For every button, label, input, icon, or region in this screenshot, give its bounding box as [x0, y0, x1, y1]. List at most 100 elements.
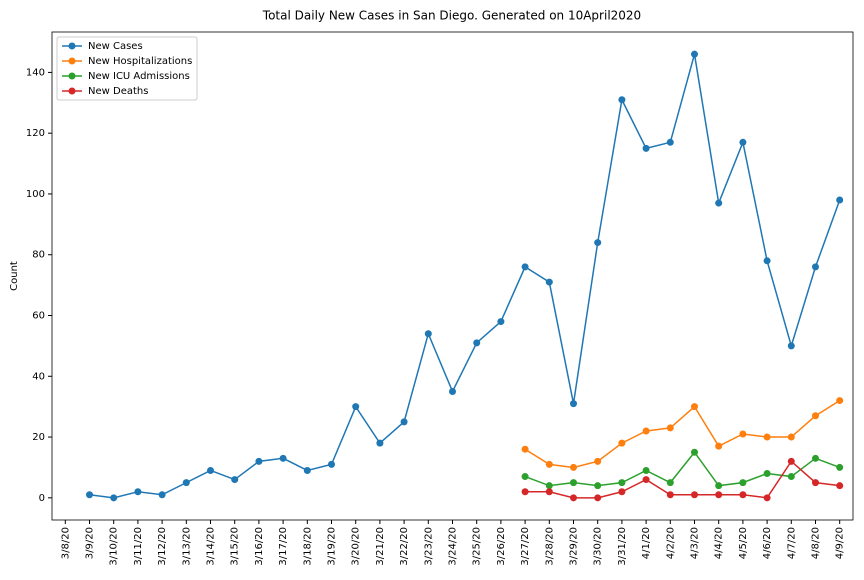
- data-point: [521, 445, 529, 453]
- data-point: [739, 138, 747, 146]
- plot-frame: [51, 31, 854, 521]
- data-point: [690, 448, 698, 456]
- data-point: [182, 479, 190, 487]
- data-point: [690, 50, 698, 58]
- x-tick-label: 4/1/20: [641, 527, 652, 559]
- data-point: [666, 479, 674, 487]
- x-tick-label: 3/29/20: [568, 527, 579, 566]
- data-point: [618, 479, 626, 487]
- y-tick-label: 80: [32, 250, 45, 261]
- data-point: [811, 412, 819, 420]
- data-point: [642, 144, 650, 152]
- data-point: [569, 463, 577, 471]
- legend-box: [56, 36, 198, 101]
- x-tick-label: 3/28/20: [544, 527, 555, 566]
- y-tick-label: 60: [32, 311, 45, 322]
- data-point: [521, 473, 529, 481]
- y-axis-label: Count: [9, 261, 20, 291]
- data-point: [497, 318, 505, 326]
- data-point: [473, 339, 481, 347]
- data-point: [594, 457, 602, 465]
- series-line: [89, 53, 841, 499]
- data-point: [449, 387, 456, 395]
- data-point: [763, 433, 771, 441]
- x-tick-label: 3/26/20: [496, 527, 507, 566]
- x-tick-label: 3/19/20: [327, 527, 338, 566]
- data-point: [690, 491, 698, 499]
- x-tick-label: 3/21/20: [375, 527, 386, 566]
- data-point: [836, 463, 844, 471]
- x-tick-label: 3/25/20: [472, 527, 483, 566]
- data-point: [255, 457, 263, 465]
- data-point: [787, 342, 795, 350]
- data-point: [739, 430, 747, 438]
- x-tick-label: 3/30/20: [593, 527, 604, 566]
- series-line: [524, 399, 841, 469]
- data-point: [279, 454, 287, 462]
- x-tick-label: 4/9/20: [835, 527, 846, 559]
- x-tick-label: 4/4/20: [714, 527, 725, 559]
- x-tick-label: 3/17/20: [278, 527, 289, 566]
- data-point: [666, 424, 674, 432]
- legend-label: New Deaths: [88, 86, 148, 97]
- data-point: [594, 482, 602, 490]
- data-point: [569, 400, 577, 408]
- legend-marker: [68, 57, 76, 65]
- data-point: [811, 454, 819, 462]
- x-tick-label: 4/5/20: [738, 527, 749, 559]
- x-tick-label: 4/7/20: [786, 527, 797, 559]
- data-point: [642, 466, 650, 474]
- data-point: [836, 196, 844, 204]
- x-tick-label: 3/15/20: [230, 527, 241, 566]
- data-point: [376, 439, 384, 447]
- x-tick-label: 3/31/20: [617, 527, 628, 566]
- x-tick-label: 3/16/20: [254, 527, 265, 566]
- data-point: [763, 470, 771, 478]
- data-point: [715, 482, 723, 490]
- data-point: [521, 263, 529, 271]
- data-point: [811, 263, 819, 271]
- data-point: [352, 403, 360, 411]
- legend-label: New ICU Admissions: [88, 71, 190, 82]
- data-point: [787, 433, 795, 441]
- x-tick-label: 3/24/20: [448, 527, 459, 566]
- y-tick-label: 0: [39, 493, 45, 504]
- x-tick-label: 3/8/20: [60, 527, 71, 559]
- y-tick-label: 40: [32, 371, 45, 382]
- x-tick-label: 3/27/20: [520, 527, 531, 566]
- x-tick-label: 3/10/20: [109, 527, 120, 566]
- y-tick-label: 100: [26, 189, 45, 200]
- x-tick-label: 4/2/20: [665, 527, 676, 559]
- x-tick-label: 3/23/20: [423, 527, 434, 566]
- x-tick-label: 3/12/20: [157, 527, 168, 566]
- x-tick-label: 4/8/20: [810, 527, 821, 559]
- data-point: [836, 482, 844, 490]
- data-point: [521, 488, 529, 496]
- data-point: [569, 494, 577, 502]
- y-tick-label: 120: [26, 128, 45, 139]
- data-point: [666, 491, 674, 499]
- data-point: [618, 439, 626, 447]
- data-point: [618, 488, 626, 496]
- data-point: [594, 239, 602, 247]
- data-point: [763, 494, 771, 502]
- data-point: [328, 460, 336, 468]
- series-line: [525, 460, 840, 499]
- data-point: [690, 403, 698, 411]
- x-tick-label: 3/11/20: [133, 527, 144, 566]
- data-point: [787, 457, 795, 465]
- data-point: [569, 479, 577, 487]
- data-point: [811, 479, 819, 487]
- x-tick-label: 4/6/20: [762, 527, 773, 559]
- data-point: [134, 488, 142, 496]
- data-point: [642, 427, 650, 435]
- data-point: [715, 442, 723, 450]
- data-point: [836, 397, 844, 405]
- y-tick-label: 140: [26, 67, 45, 78]
- legend-marker: [68, 87, 76, 95]
- data-point: [715, 199, 723, 207]
- legend-marker: [68, 42, 76, 50]
- data-point: [545, 488, 553, 496]
- data-point: [158, 491, 166, 499]
